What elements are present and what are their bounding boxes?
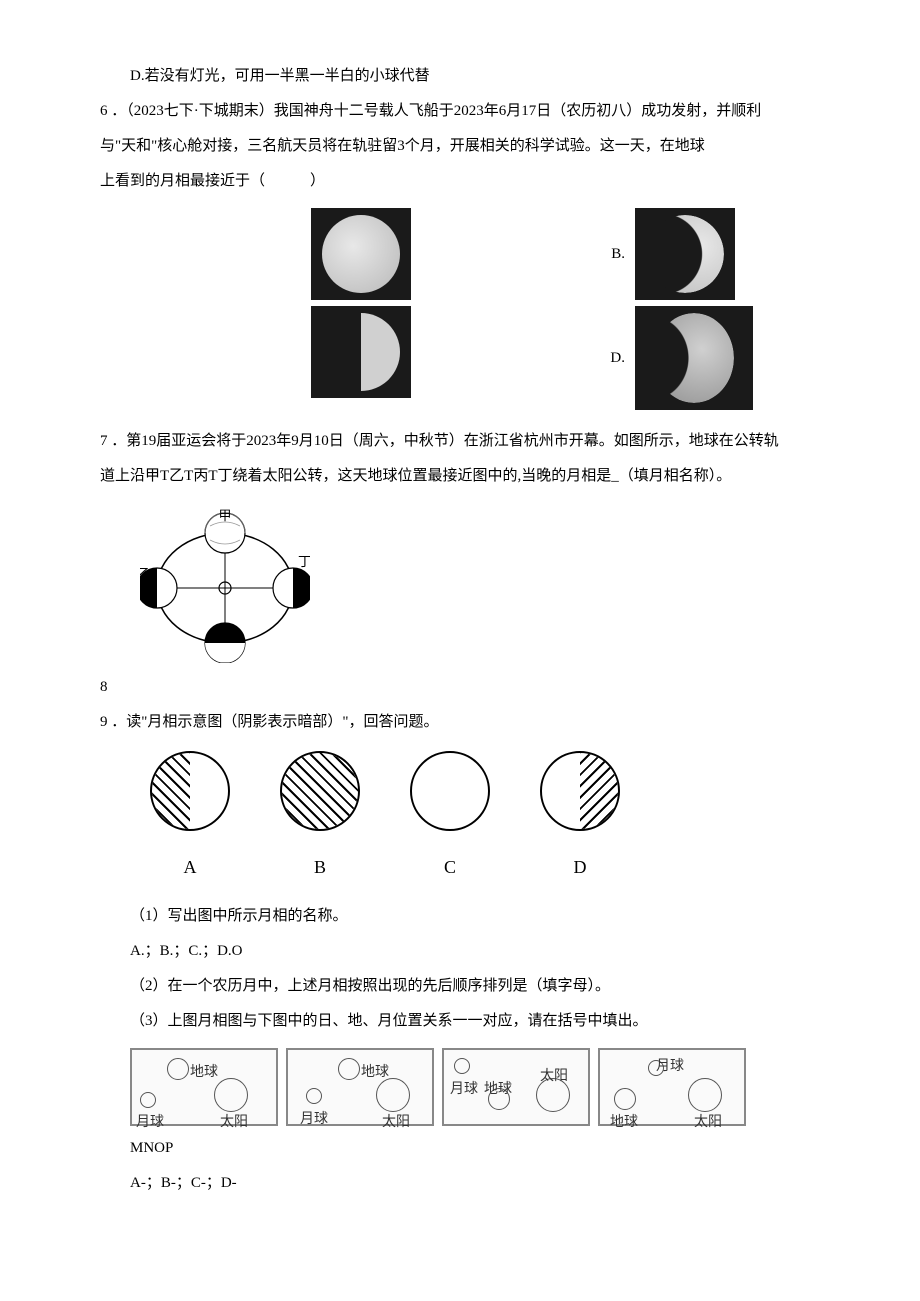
q9-sub1-ans: A.；B.；C.；D.O [100,935,850,968]
half-moon-icon [322,313,400,391]
q6-moon-c [311,306,411,398]
orbit-svg-icon: 甲 丙 乙 丁 [140,508,310,663]
phase-b-label: B [280,848,360,888]
q6-option-b-label: B. [601,238,625,271]
q6-moon-images: B. D. [180,208,850,410]
pos-box-o: 月球 地球 太阳 [442,1048,590,1126]
q6-left-column [277,208,411,410]
svg-text:丙: 丙 [218,661,231,663]
q6-num: 6 [100,103,108,119]
q9-mnop: MNOP [100,1132,850,1165]
phase-d-circle [540,751,620,831]
q6-option-d-label: D. [601,342,625,375]
q7-text1: ．第19届亚运会将于2023年9月10日（周六，中秋节）在浙江省杭州市开幕。如图… [111,433,779,449]
phase-c: C [410,751,490,888]
gibbous-moon-icon [654,313,734,403]
pos-box-p: 月球 地球 太阳 [598,1048,746,1126]
svg-text:丁: 丁 [298,554,310,569]
q9-sub1: （1）写出图中所示月相的名称。 [100,900,850,933]
q7-line1: 7 ．第19届亚运会将于2023年9月10日（周六，中秋节）在浙江省杭州市开幕。… [100,425,850,458]
q7-line2: 道上沿甲T乙T丙T丁绕着太阳公转，这天地球位置最接近图中的,当晚的月相是_（填月… [100,460,850,493]
crescent-moon-icon [646,215,724,293]
phase-d-label: D [540,848,620,888]
q6-line2: 与"天和"核心舱对接，三名航天员将在轨驻留3个月，开展相关的科学试验。这一天，在… [100,130,850,163]
q6-moon-a [311,208,411,300]
phase-c-circle [410,751,490,831]
pos-box-m: 地球 月球 太阳 [130,1048,278,1126]
phase-d: D [540,751,620,888]
q6-text1: ．（2023七下·下城期末）我国神舟十二号载人飞船于2023年6月17日（农历初… [111,103,761,119]
q6-line1: 6 ．（2023七下·下城期末）我国神舟十二号载人飞船于2023年6月17日（农… [100,95,850,128]
phase-a-circle [150,751,230,831]
q9-sub3: （3）上图月相图与下图中的日、地、月位置关系一一对应，请在括号中填出。 [100,1005,850,1038]
q6-right-column: B. D. [601,208,753,410]
q5-option-d: D.若没有灯光，可用一半黑一半白的小球代替 [100,60,850,93]
q9-num: 9 [100,714,108,730]
q6-moon-b [635,208,735,300]
phase-a: A [150,751,230,888]
phase-a-label: A [150,848,230,888]
q9-sub2: （2）在一个农历月中，上述月相按照出现的先后顺序排列是（填字母）。 [100,970,850,1003]
pos-box-n: 地球 月球 太阳 [286,1048,434,1126]
phase-c-label: C [410,848,490,888]
q9-text: ．读"月相示意图（阴影表示暗部）"，回答问题。 [111,714,438,730]
phase-b: B [280,751,360,888]
q6-moon-d [635,306,753,410]
svg-text:甲: 甲 [218,508,231,523]
q9-line: 9 ．读"月相示意图（阴影表示暗部）"，回答问题。 [100,706,850,739]
q9-phase-diagrams: A B C D [150,751,850,888]
svg-text:乙: 乙 [140,566,151,581]
q9-position-diagrams: 地球 月球 太阳 地球 月球 太阳 月球 地球 太阳 月球 地球 太阳 [130,1048,850,1126]
q7-orbit-diagram: 甲 丙 乙 丁 [140,508,850,676]
q6-line3: 上看到的月相最接近于（ ） [100,165,850,198]
q7-num: 7 [100,433,108,449]
phase-b-circle [280,751,360,831]
q9-final-ans: A-；B-；C-；D- [100,1167,850,1200]
full-moon-icon [322,215,400,293]
